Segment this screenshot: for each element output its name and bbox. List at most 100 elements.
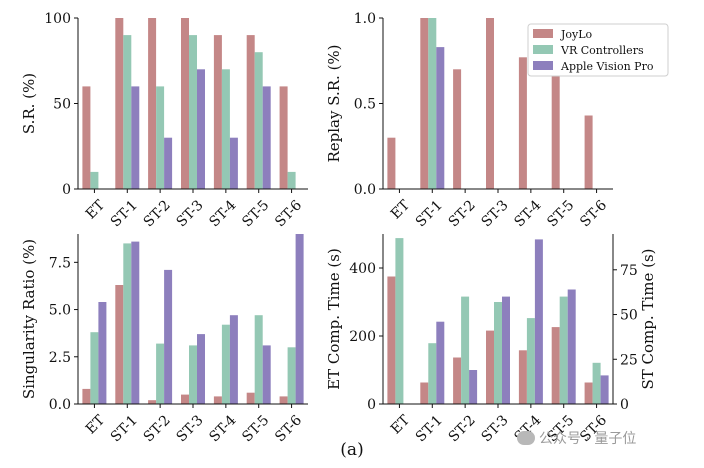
bar-joylo-st-6 — [584, 115, 593, 189]
legend-label: VR Controllers — [560, 44, 644, 57]
bar-joylo-et — [387, 276, 396, 404]
bar-joylo-st-6 — [584, 382, 593, 404]
y-axis-label: ET Comp. Time (s) — [325, 248, 343, 390]
bar-joylo-st-3 — [486, 330, 494, 404]
bar-apple-vision-pro-st-1 — [436, 47, 445, 189]
bar-apple-vision-pro-st-1 — [436, 321, 445, 404]
bar-vr-controllers-st-2 — [156, 343, 165, 404]
bar-joylo-st-2 — [148, 400, 157, 404]
x-tick-label: ET — [388, 412, 414, 438]
y-axis-label: S.R. (%) — [20, 73, 38, 134]
y-right-tick-label: 0 — [620, 397, 629, 413]
bar-apple-vision-pro-st-2 — [469, 370, 478, 404]
bar-joylo-st-5 — [246, 35, 255, 189]
x-tick-label: ST-5 — [239, 197, 272, 230]
y-tick-label: 1.0 — [354, 11, 376, 27]
bar-joylo-st-6 — [279, 86, 288, 189]
bar-apple-vision-pro-st-5 — [262, 345, 271, 404]
bar-apple-vision-pro-st-5 — [262, 86, 271, 189]
bar-joylo-st-1 — [420, 382, 429, 404]
bar-vr-controllers-st-6 — [287, 171, 296, 189]
bar-apple-vision-pro-st-4 — [229, 137, 238, 189]
bar-apple-vision-pro-st-6 — [295, 234, 304, 404]
bar-vr-controllers-st-5 — [254, 52, 263, 190]
bar-joylo-st-4 — [518, 350, 527, 404]
bar-vr-controllers-st-5 — [559, 296, 568, 404]
y-axis-label-right: ST Comp. Time (s) — [639, 249, 657, 390]
watermark: 公众号 · 量子位 — [517, 428, 636, 448]
bar-joylo-st-6 — [279, 396, 288, 404]
bar-vr-controllers-st-4 — [526, 318, 535, 404]
bar-vr-controllers-st-1 — [123, 35, 132, 189]
bar-vr-controllers-st-6 — [287, 347, 296, 404]
bar-apple-vision-pro-st-4 — [534, 239, 543, 404]
bar-joylo-et — [82, 86, 91, 189]
y-right-tick-label: 75 — [620, 263, 638, 279]
x-tick-label: ST-3 — [174, 197, 207, 230]
watermark-text: 公众号 · 量子位 — [539, 431, 637, 447]
bar-vr-controllers-et — [90, 332, 99, 404]
legend-label: Apple Vision Pro — [560, 60, 654, 73]
x-tick-label: ET — [83, 412, 109, 438]
bar-joylo-st-5 — [551, 327, 560, 404]
x-tick-label: ST-6 — [272, 197, 305, 230]
bar-apple-vision-pro-st-3 — [197, 334, 205, 404]
x-tick-label: ST-2 — [446, 197, 479, 230]
bar-vr-controllers-st-5 — [254, 315, 263, 404]
x-tick-label: ST-1 — [413, 197, 446, 230]
y-tick-label: 2.5 — [49, 350, 71, 366]
legend-label: JoyLo — [560, 28, 593, 41]
bar-joylo-st-3 — [486, 18, 494, 189]
bar-joylo-et — [387, 137, 396, 189]
bar-joylo-st-3 — [181, 394, 189, 404]
bar-vr-controllers-et — [395, 238, 404, 404]
bar-joylo-st-5 — [246, 392, 255, 404]
bar-apple-vision-pro-st-3 — [502, 296, 510, 404]
x-tick-label: ET — [83, 197, 109, 223]
bar-vr-controllers-st-3 — [189, 35, 197, 189]
x-tick-label: ST-1 — [108, 197, 141, 230]
bar-joylo-st-4 — [518, 57, 527, 189]
y-right-tick-label: 25 — [620, 352, 638, 368]
y-axis-label: Singularity Ratio (%) — [20, 239, 38, 399]
y-right-tick-label: 50 — [620, 308, 638, 324]
bar-joylo-st-3 — [181, 18, 189, 189]
bar-apple-vision-pro-st-5 — [567, 289, 576, 404]
y-tick-label: 0.5 — [354, 97, 376, 113]
legend-swatch — [533, 45, 553, 54]
chart-panel-2: 0.0 0.5 1.0 ET ST-1 ST-2 ST-3 ST-4 ST-5 ST-6 Repla… — [325, 11, 613, 230]
y-tick-label: 7.5 — [49, 255, 71, 271]
bar-joylo-st-1 — [115, 285, 124, 404]
x-tick-label: ST-4 — [511, 197, 544, 230]
bar-vr-controllers-st-6 — [592, 362, 601, 404]
x-tick-label: ST-3 — [479, 197, 512, 230]
x-tick-label: ET — [388, 197, 414, 223]
bar-joylo-st-1 — [420, 18, 429, 189]
bar-joylo-et — [82, 388, 91, 404]
y-tick-label: 0.0 — [354, 182, 376, 198]
y-tick-label: 0.0 — [49, 397, 71, 413]
bar-vr-controllers-st-4 — [221, 69, 230, 189]
bar-vr-controllers-st-3 — [494, 302, 502, 404]
bar-vr-controllers-st-2 — [461, 296, 470, 404]
legend: JoyLo VR Controllers Apple Vision Pro — [527, 23, 669, 77]
y-axis-label: Replay S.R. (%) — [325, 44, 343, 162]
bar-apple-vision-pro-et — [98, 302, 107, 404]
bar-apple-vision-pro-st-2 — [164, 137, 173, 189]
x-tick-label: ST-6 — [577, 197, 610, 230]
bar-apple-vision-pro-st-2 — [164, 269, 173, 404]
bar-vr-controllers-st-4 — [221, 324, 230, 404]
bar-apple-vision-pro-st-6 — [600, 375, 609, 404]
bar-apple-vision-pro-st-1 — [131, 241, 140, 404]
y-tick-label: 200 — [349, 329, 376, 345]
bar-vr-controllers-st-1 — [428, 18, 437, 189]
bar-joylo-st-1 — [115, 18, 124, 189]
y-tick-label: 400 — [349, 261, 376, 277]
chart-panel-3: 0.02.55.07.5ET ST-1 ST-2 ST-3 ST-4 ST-5 ST-6Si… — [20, 234, 308, 445]
x-tick-label: ST-4 — [206, 197, 239, 230]
bar-apple-vision-pro-st-1 — [131, 86, 140, 189]
figure-caption: (a) — [340, 440, 364, 460]
bar-joylo-st-2 — [148, 18, 157, 189]
